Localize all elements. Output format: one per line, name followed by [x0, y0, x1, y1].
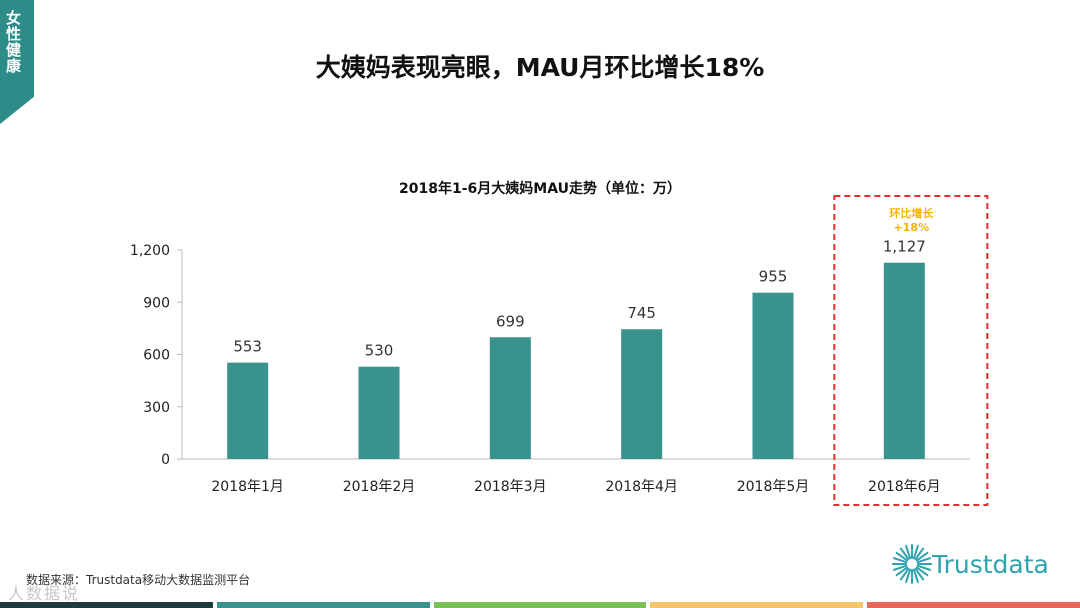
data-label: 699	[496, 312, 525, 330]
bar	[621, 329, 663, 459]
y-tick-label: 0	[161, 452, 170, 468]
data-label: 1,127	[883, 238, 926, 256]
x-tick-label: 2018年5月	[737, 479, 810, 495]
starburst-logo-icon	[892, 544, 932, 584]
logo-text: Trustdata	[932, 550, 1049, 579]
bottom-bar-segment	[0, 602, 213, 608]
growth-annotation-label: 环比增长	[889, 206, 934, 220]
x-tick-label: 2018年3月	[474, 479, 547, 495]
watermark: 人数据说	[8, 584, 81, 603]
y-tick-label: 600	[143, 348, 170, 364]
bar	[358, 366, 400, 459]
bar	[883, 262, 925, 459]
bar	[227, 362, 269, 459]
chart-title: 2018年1-6月大姨妈MAU走势（单位：万）	[399, 180, 681, 197]
bottom-bar-segment	[433, 602, 647, 608]
bottom-bar-segment	[650, 602, 864, 608]
growth-annotation-value: +18%	[894, 221, 930, 234]
x-tick-label: 2018年6月	[868, 479, 941, 495]
side-tab: 女性健康	[0, 0, 34, 124]
y-tick-label: 900	[143, 295, 170, 311]
data-source-note: 数据来源：Trustdata移动大数据监测平台	[26, 573, 251, 587]
bottom-bar-segment	[867, 602, 1080, 608]
y-tick-label: 1,200	[130, 243, 170, 259]
data-label: 745	[627, 304, 656, 322]
x-tick-label: 2018年1月	[211, 479, 284, 495]
page-title: 大姨妈表现亮眼，MAU月环比增长18%	[315, 53, 765, 82]
y-tick-label: 300	[143, 400, 170, 416]
x-tick-label: 2018年4月	[605, 479, 678, 495]
bar	[489, 337, 531, 459]
bar	[752, 292, 794, 459]
data-label: 955	[759, 268, 788, 286]
data-label: 530	[365, 342, 394, 360]
bottom-bar-segment	[216, 602, 430, 608]
bottom-color-bar	[0, 602, 1080, 608]
trustdata-logo: Trustdata	[890, 536, 1070, 592]
side-tab-label: 女性健康	[4, 10, 22, 74]
x-tick-label: 2018年2月	[343, 479, 416, 495]
data-label: 553	[233, 338, 262, 356]
